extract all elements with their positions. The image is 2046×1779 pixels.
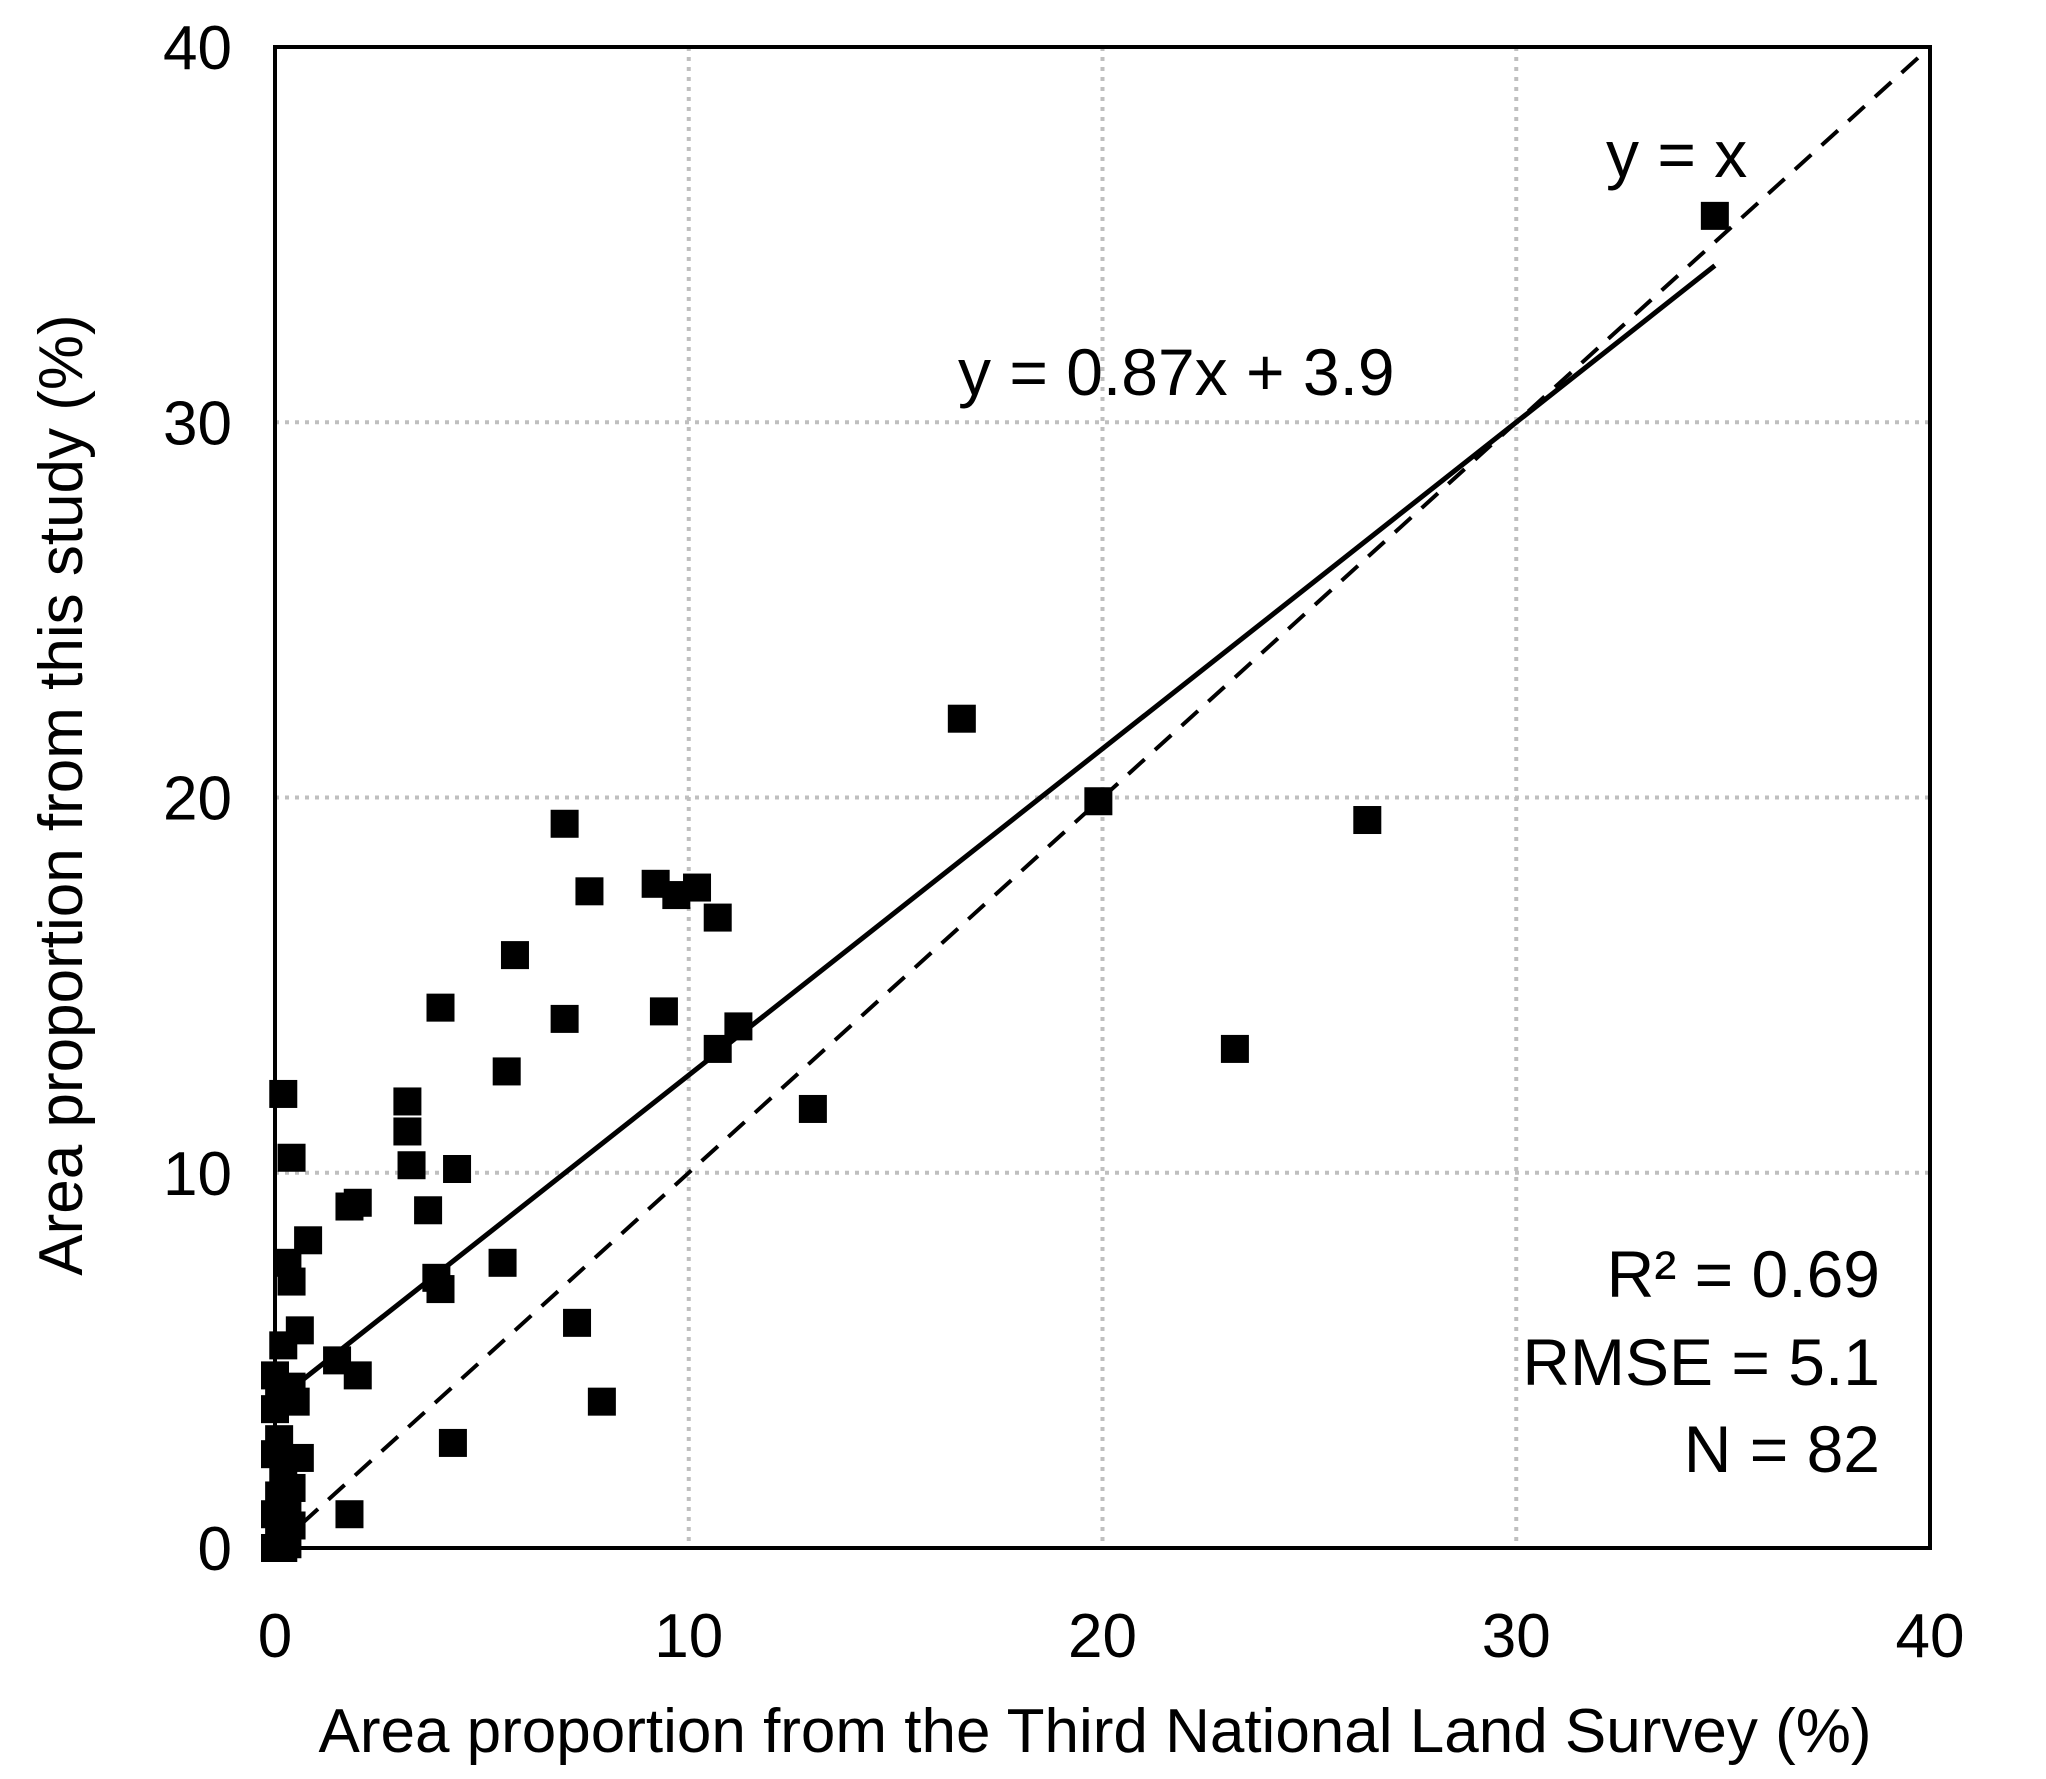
data-point <box>343 1188 372 1217</box>
data-point <box>1700 201 1729 230</box>
data-point <box>947 704 976 733</box>
y-tick-label: 30 <box>163 389 232 458</box>
data-point <box>500 941 529 970</box>
data-point <box>343 1361 372 1390</box>
y-tick-label: 0 <box>198 1515 232 1584</box>
data-point <box>724 1012 753 1041</box>
data-point <box>563 1308 592 1337</box>
data-point <box>492 1057 521 1086</box>
y-tick-labels: 0 10 20 30 40 <box>163 14 232 1584</box>
fit-equation-label: y = 0.87x + 3.9 <box>958 335 1395 409</box>
data-point <box>277 1143 306 1172</box>
data-point <box>575 877 604 906</box>
data-point <box>1084 787 1113 816</box>
x-tick-label: 0 <box>258 1602 292 1671</box>
data-point <box>550 1004 579 1033</box>
regression-line <box>273 263 1717 1404</box>
x-tick-label: 30 <box>1482 1602 1551 1671</box>
data-point <box>393 1087 422 1116</box>
data-point <box>277 1267 306 1296</box>
x-tick-label: 20 <box>1068 1602 1137 1671</box>
x-tick-labels: 0 10 20 30 40 <box>258 1602 1965 1671</box>
data-point <box>703 903 732 932</box>
y-tick-label: 40 <box>163 14 232 83</box>
n-label: N = 82 <box>1684 1412 1880 1486</box>
y-tick-label: 20 <box>163 765 232 834</box>
data-point <box>335 1500 364 1529</box>
data-point <box>443 1154 472 1183</box>
r2-label: R² = 0.69 <box>1607 1237 1880 1311</box>
x-tick-label: 40 <box>1896 1602 1965 1671</box>
data-point <box>393 1117 422 1146</box>
data-point <box>1220 1034 1249 1063</box>
identity-line-label: y = x <box>1606 117 1747 191</box>
y-axis-label: Area proportion from this study (%) <box>27 314 96 1275</box>
data-point <box>397 1151 426 1180</box>
y-tick-label: 10 <box>163 1140 232 1209</box>
data-point <box>438 1428 467 1457</box>
data-point <box>294 1226 323 1255</box>
x-tick-label: 10 <box>654 1602 723 1671</box>
data-point <box>414 1196 443 1225</box>
data-point <box>798 1094 827 1123</box>
data-point <box>1353 806 1382 835</box>
plot-frame <box>273 45 1932 1550</box>
x-axis-label: Area proportion from the Third National … <box>318 1697 1871 1766</box>
data-point <box>550 809 579 838</box>
data-point <box>649 997 678 1026</box>
data-point <box>488 1248 517 1277</box>
data-point <box>426 993 455 1022</box>
data-point <box>587 1387 616 1416</box>
data-point <box>426 1275 455 1304</box>
rmse-label: RMSE = 5.1 <box>1522 1325 1880 1399</box>
data-point <box>683 873 712 902</box>
